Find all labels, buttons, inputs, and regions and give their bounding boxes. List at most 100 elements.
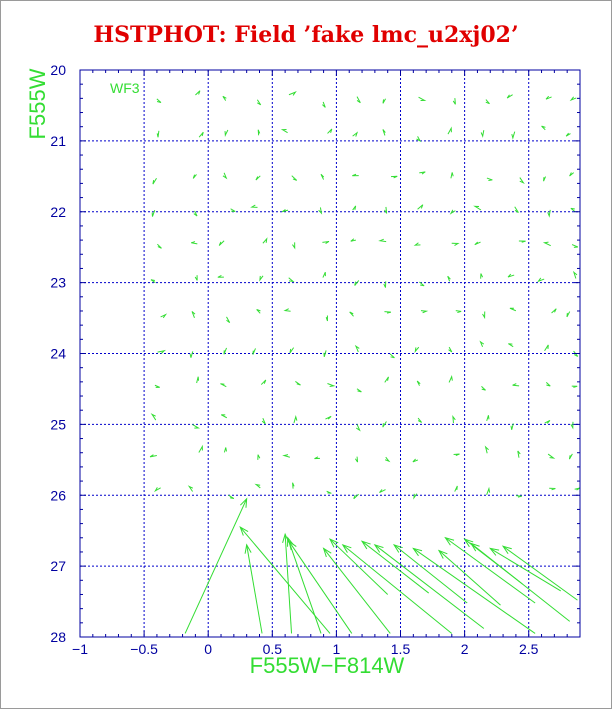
chart-title: HSTPHOT: Field ’fake lmc_u2xj02’ (93, 22, 519, 48)
vector-mark (482, 311, 486, 320)
vector-mark (149, 454, 157, 458)
vector-mark (419, 281, 425, 287)
vector-mark (288, 277, 295, 283)
vector-mark (261, 417, 266, 425)
vector-mark (515, 495, 522, 498)
vector-mark (221, 414, 228, 419)
y-axis-title: F555W (25, 68, 50, 139)
vector-mark (542, 241, 551, 247)
vector-mark (192, 424, 201, 429)
vector-mark (486, 415, 490, 422)
vector-mark (259, 275, 264, 282)
vector-arrowhead (341, 543, 352, 553)
vector-mark (507, 273, 515, 278)
vector-mark (574, 487, 581, 491)
vector-arrowhead (412, 547, 423, 557)
vector-mark (254, 483, 261, 489)
vector-arrow (239, 526, 331, 634)
vector-mark (195, 90, 201, 96)
vector-mark (565, 132, 571, 137)
vector-mark (154, 384, 160, 388)
vector-mark (486, 486, 491, 495)
vector-mark (193, 210, 198, 217)
vector-mark (356, 96, 361, 104)
vector-mark (570, 207, 576, 213)
vector-mark (352, 131, 359, 137)
vector-mark (454, 485, 458, 492)
vector-mark (484, 445, 489, 454)
vector-mark (479, 340, 485, 347)
vector-mark (416, 136, 422, 143)
vector-mark (570, 421, 574, 430)
vector-arrow (284, 534, 293, 634)
vector-mark (150, 413, 157, 421)
y-tick-label: 23 (50, 275, 66, 291)
vector-mark (449, 209, 456, 215)
vector-mark (511, 131, 516, 140)
vector-arrow (413, 547, 536, 634)
vector-mark (222, 95, 227, 101)
vector-mark (571, 244, 579, 248)
vector-arrowhead (244, 543, 252, 554)
vector-arrow (329, 538, 389, 595)
vector-mark (222, 172, 228, 180)
vector-field (149, 90, 581, 634)
vector-mark (416, 380, 421, 386)
vector-arrow (393, 544, 468, 604)
x-tick-label: 0 (204, 641, 212, 657)
vector-mark (451, 242, 460, 246)
vector-arrowhead (469, 542, 480, 552)
vector-arrow (246, 544, 263, 634)
vector-mark (571, 385, 578, 388)
vector-mark (384, 376, 389, 383)
vector-arrow (287, 537, 322, 634)
vector-mark (452, 98, 456, 105)
vector-mark (506, 94, 513, 99)
x-tick-label: 2 (461, 641, 469, 657)
vector-mark (288, 91, 297, 96)
vector-mark (480, 273, 484, 279)
vector-mark (572, 270, 578, 279)
vector-mark (350, 238, 357, 242)
vector-arrow (288, 541, 353, 634)
vector-arrowhead (328, 538, 339, 548)
vector-mark (154, 487, 161, 493)
vector-mark (151, 209, 156, 217)
vector-arrowhead (373, 543, 384, 553)
vector-mark (453, 453, 460, 456)
vector-mark (419, 171, 426, 175)
vector-arrow (470, 543, 571, 622)
vector-mark (382, 129, 386, 136)
vector-mark (293, 415, 298, 424)
vector-mark (196, 376, 200, 384)
y-tick-label: 21 (50, 133, 66, 149)
vector-mark (223, 447, 228, 453)
vector-mark (509, 307, 517, 312)
vector-mark (448, 374, 453, 383)
vector-mark (255, 175, 261, 181)
vector-mark (230, 208, 236, 212)
vector-mark (354, 280, 360, 286)
vector-mark (480, 130, 485, 138)
vector-mark (280, 129, 288, 134)
vector-mark (518, 240, 526, 243)
vector-mark (514, 206, 519, 213)
vector-mark (250, 204, 258, 208)
vector-mark (198, 444, 203, 453)
vector-mark (352, 205, 357, 211)
vector-mark (220, 383, 227, 388)
vector-mark (544, 419, 551, 424)
vector-mark (252, 348, 256, 355)
vector-mark (566, 311, 571, 318)
vector-mark (481, 385, 486, 391)
vector-mark (289, 347, 295, 354)
vector-mark (295, 381, 301, 386)
vector-mark (318, 207, 323, 215)
vector-mark (314, 456, 320, 460)
vector-arrow (323, 548, 391, 634)
vector-mark (327, 383, 336, 387)
vector-mark (537, 277, 545, 283)
vector-mark (257, 129, 261, 136)
vector-mark (223, 347, 228, 355)
vector-arrowhead (360, 540, 371, 550)
